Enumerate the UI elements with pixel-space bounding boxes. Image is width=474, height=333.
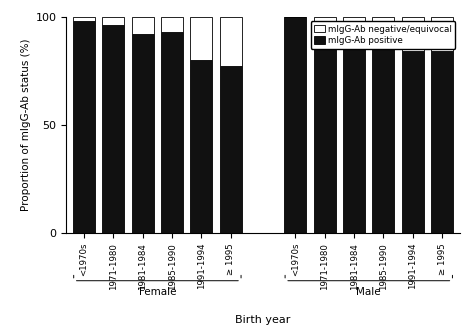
Bar xyxy=(73,17,95,21)
Bar xyxy=(132,17,154,34)
Bar xyxy=(191,60,212,233)
Bar xyxy=(343,30,365,233)
Bar xyxy=(102,17,124,25)
Text: Female: Female xyxy=(138,287,176,297)
Text: Male: Male xyxy=(356,287,381,297)
Text: Birth year: Birth year xyxy=(236,315,291,325)
Bar xyxy=(284,17,306,233)
Bar xyxy=(343,17,365,30)
Bar xyxy=(314,17,336,28)
Bar xyxy=(102,25,124,233)
Bar xyxy=(373,17,394,38)
Bar xyxy=(132,34,154,233)
Bar xyxy=(161,32,183,233)
Bar xyxy=(402,51,424,233)
Bar xyxy=(314,28,336,233)
Legend: mIgG-Ab negative/equivocal, mIgG-Ab positive: mIgG-Ab negative/equivocal, mIgG-Ab posi… xyxy=(310,21,456,49)
Bar xyxy=(431,51,453,233)
Bar xyxy=(220,17,242,67)
Bar xyxy=(73,21,95,233)
Bar xyxy=(373,38,394,233)
Bar xyxy=(191,17,212,60)
Y-axis label: Proportion of mIgG-Ab status (%): Proportion of mIgG-Ab status (%) xyxy=(21,39,31,211)
Bar xyxy=(431,17,453,51)
Bar xyxy=(220,67,242,233)
Bar xyxy=(161,17,183,32)
Bar xyxy=(402,17,424,51)
